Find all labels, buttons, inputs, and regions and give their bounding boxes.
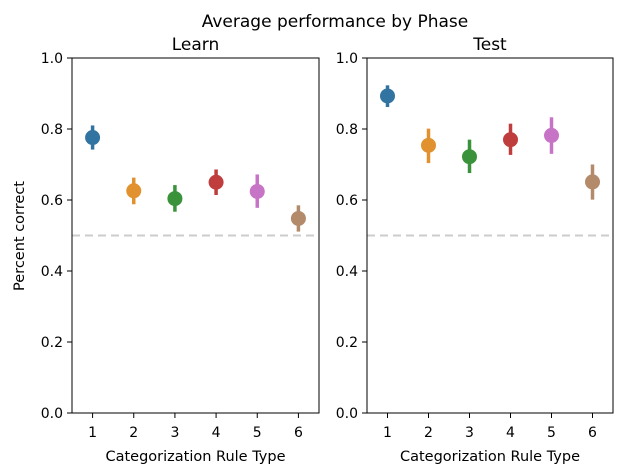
- x-tick-label: 3: [170, 425, 179, 441]
- data-point: [208, 174, 224, 190]
- data-point: [380, 88, 395, 104]
- y-tick-label: 0.8: [336, 122, 358, 138]
- y-tick-label: 1.0: [336, 51, 358, 67]
- x-tick-label: 5: [547, 425, 556, 441]
- x-tick-label: 3: [465, 425, 474, 441]
- y-tick-label: 0.4: [336, 264, 358, 280]
- figure-title: Average performance by Phase: [202, 12, 469, 32]
- y-tick-label: 0.4: [41, 264, 63, 280]
- panel-title: Learn: [172, 35, 220, 55]
- x-tick-label: 2: [424, 425, 433, 441]
- x-tick-label: 4: [506, 425, 515, 441]
- x-axis-label: Categorization Rule Type: [400, 449, 580, 465]
- y-tick-label: 0.0: [336, 406, 358, 422]
- panel-1: 0.0 0.2 0.4 0.6 0.8 1.0 1 2 3 4 5 6 Learn Categorizat…: [41, 35, 320, 465]
- y-tick-label: 0.2: [41, 335, 63, 351]
- y-axis-label: Percent correct: [12, 181, 28, 291]
- x-tick-label: 4: [212, 425, 221, 441]
- x-tick-label: 5: [253, 425, 262, 441]
- data-point: [126, 183, 142, 199]
- y-tick-label: 0.8: [41, 122, 63, 138]
- data-point: [167, 191, 183, 207]
- y-tick-label: 0.6: [336, 193, 358, 209]
- x-tick-label: 6: [588, 425, 597, 441]
- axes-frame: [71, 57, 320, 414]
- x-axis-label: Categorization Rule Type: [105, 449, 285, 465]
- data-point: [585, 174, 600, 190]
- axes-frame: [366, 57, 614, 414]
- y-tick-label: 0.6: [41, 193, 63, 209]
- y-tick-label: 0.0: [41, 406, 63, 422]
- y-tick-label: 0.2: [336, 335, 358, 351]
- x-tick-label: 1: [88, 425, 97, 441]
- data-point: [544, 127, 559, 143]
- data-point: [462, 149, 477, 165]
- data-point: [85, 130, 101, 146]
- x-tick-label: 6: [294, 425, 303, 441]
- panel-title: Test: [472, 35, 507, 55]
- panel-2: 0.0 0.2 0.4 0.6 0.8 1.0 1 2 3 4 5 6 Test Categorizati…: [336, 35, 614, 465]
- y-tick-label: 1.0: [41, 51, 63, 67]
- data-point: [421, 137, 436, 153]
- data-point: [503, 132, 518, 148]
- data-point: [290, 210, 306, 226]
- data-point: [249, 183, 265, 199]
- x-tick-label: 2: [129, 425, 138, 441]
- x-tick-label: 1: [383, 425, 392, 441]
